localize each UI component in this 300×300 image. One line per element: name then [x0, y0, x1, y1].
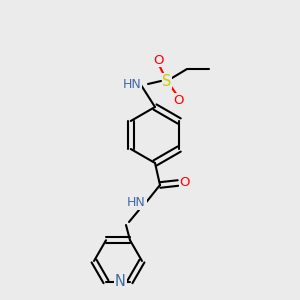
Text: HN: HN — [122, 79, 141, 92]
Text: HN: HN — [127, 196, 146, 209]
Text: N: N — [115, 274, 126, 289]
Text: O: O — [180, 176, 190, 190]
Text: S: S — [162, 74, 172, 88]
Text: O: O — [154, 53, 164, 67]
Text: O: O — [174, 94, 184, 106]
